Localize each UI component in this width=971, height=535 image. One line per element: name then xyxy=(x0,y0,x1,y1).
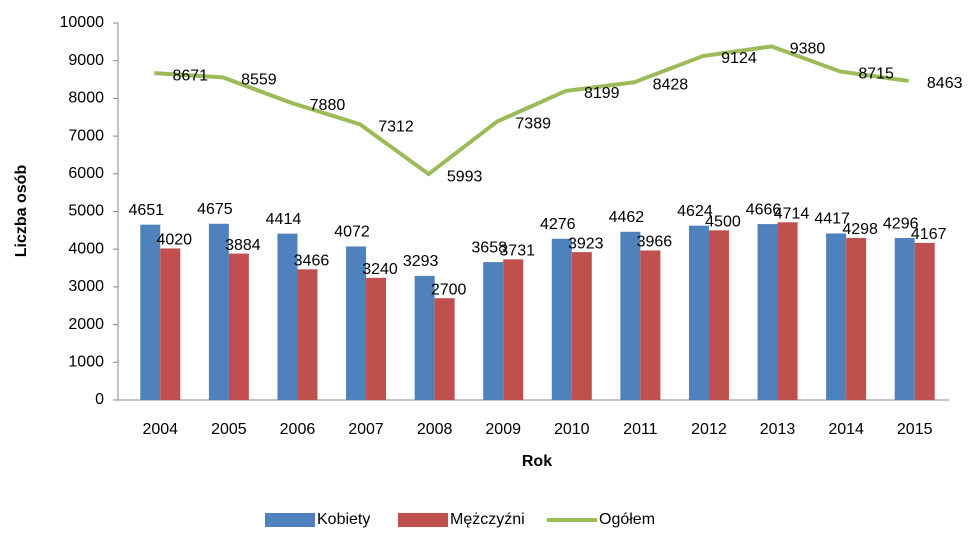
bar xyxy=(571,252,592,400)
data-label: 4666 xyxy=(746,201,782,218)
data-label: 3884 xyxy=(225,237,261,254)
data-label: 3966 xyxy=(637,234,673,251)
line xyxy=(154,44,909,177)
data-label: 7389 xyxy=(515,116,551,133)
data-label: 4020 xyxy=(156,232,192,249)
bar xyxy=(640,250,661,400)
x-tick-label: 2015 xyxy=(897,421,933,438)
x-tick-label: 2010 xyxy=(554,421,590,438)
bar xyxy=(297,269,318,400)
data-label: 3240 xyxy=(362,261,398,278)
data-label: 4624 xyxy=(677,203,713,220)
bar xyxy=(434,298,455,400)
bar xyxy=(914,242,935,400)
data-label: 4651 xyxy=(128,202,164,219)
bar xyxy=(414,275,435,400)
data-label: 4462 xyxy=(609,209,645,226)
data-label: 4298 xyxy=(842,221,878,238)
legend-label: Ogółem xyxy=(599,511,655,528)
data-label: 4714 xyxy=(774,206,810,223)
bar xyxy=(483,262,504,400)
x-tick-label: 2012 xyxy=(691,421,727,438)
bar xyxy=(366,277,387,400)
y-tick-label: 7000 xyxy=(68,127,104,144)
y-tick-label: 4000 xyxy=(68,240,104,257)
data-label: 4072 xyxy=(334,224,370,241)
bar xyxy=(277,233,298,400)
x-tick-label: 2013 xyxy=(760,421,796,438)
y-tick-label: 8000 xyxy=(68,90,104,107)
data-label: 3658 xyxy=(471,239,507,256)
legend-label: Mężczyźni xyxy=(450,511,525,528)
x-tick-label: 2014 xyxy=(828,421,864,438)
bar xyxy=(208,223,229,400)
y-tick-label: 3000 xyxy=(68,278,104,295)
data-label: 7880 xyxy=(310,97,346,114)
legend-label: Kobiety xyxy=(317,511,370,528)
y-tick-label: 9000 xyxy=(68,52,104,69)
bar xyxy=(846,237,867,400)
data-label: 9124 xyxy=(721,50,757,67)
data-label: 9380 xyxy=(790,41,826,58)
x-tick-label: 2006 xyxy=(280,421,316,438)
data-label: 4296 xyxy=(883,215,919,232)
legend-swatch xyxy=(265,513,315,527)
data-label: 3923 xyxy=(568,235,604,252)
y-tick-label: 1000 xyxy=(68,354,104,371)
bar xyxy=(894,238,915,400)
data-label: 4414 xyxy=(266,211,302,228)
bar xyxy=(826,233,847,400)
y-tick-label: 0 xyxy=(95,391,104,408)
y-axis-label: Liczba osób xyxy=(13,165,30,258)
data-label: 5993 xyxy=(447,168,483,185)
x-tick-label: 2007 xyxy=(348,421,384,438)
bar xyxy=(777,222,798,400)
bar xyxy=(688,225,709,400)
x-tick-label: 2011 xyxy=(623,421,658,438)
bar xyxy=(551,238,572,400)
bar xyxy=(228,253,249,400)
data-label: 4417 xyxy=(814,211,850,228)
data-label: 8463 xyxy=(927,75,963,92)
bar xyxy=(503,259,524,400)
data-label: 7312 xyxy=(378,119,414,136)
bar xyxy=(346,246,367,400)
x-tick-label: 2004 xyxy=(142,421,178,438)
data-label: 4675 xyxy=(197,201,233,218)
data-label: 2700 xyxy=(431,281,467,298)
bar xyxy=(708,230,729,400)
legend-swatch xyxy=(398,513,448,527)
y-tick-label: 5000 xyxy=(68,203,104,220)
y-tick-label: 6000 xyxy=(68,165,104,182)
y-tick-label: 10000 xyxy=(60,14,105,31)
data-label: 3293 xyxy=(403,253,439,270)
data-label: 4276 xyxy=(540,216,576,233)
data-label: 8428 xyxy=(653,76,689,93)
data-label: 4500 xyxy=(705,214,741,231)
data-label: 8559 xyxy=(241,72,277,89)
data-label: 3731 xyxy=(499,243,535,260)
x-axis-label: Rok xyxy=(522,453,552,470)
data-label: 8715 xyxy=(858,66,894,83)
x-tick-label: 2009 xyxy=(485,421,521,438)
data-label: 4167 xyxy=(911,226,947,243)
data-label: 8199 xyxy=(584,85,620,102)
bar xyxy=(160,248,181,400)
x-tick-label: 2008 xyxy=(417,421,453,438)
x-tick-label: 2005 xyxy=(211,421,247,438)
bar xyxy=(140,224,161,400)
data-label: 8671 xyxy=(172,67,208,84)
bar xyxy=(620,231,641,400)
y-tick-label: 2000 xyxy=(68,316,104,333)
data-label: 3466 xyxy=(294,253,330,270)
bar xyxy=(757,224,778,400)
